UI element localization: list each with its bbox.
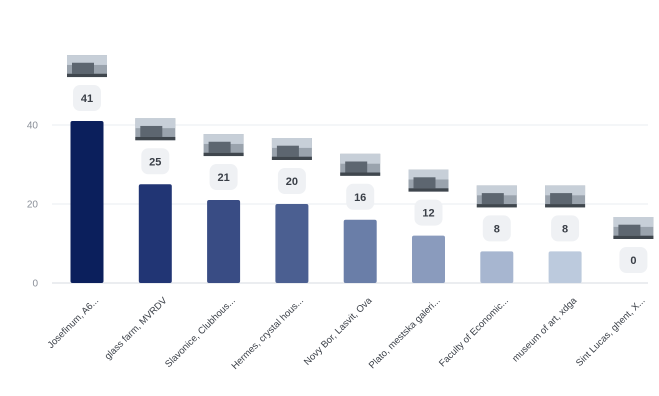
bar[interactable] bbox=[207, 200, 241, 283]
photo-thumbnail bbox=[203, 134, 244, 157]
x-tick-label: Sint Lucas, ghent, X... bbox=[574, 295, 648, 369]
x-axis: Josefinum, A6... glass farm, MVRDVSlavoni… bbox=[46, 295, 648, 372]
data-label: 8 bbox=[562, 223, 568, 235]
y-axis: 0 20 40 bbox=[27, 121, 39, 290]
value-badge: 0 bbox=[619, 247, 648, 273]
data-label: 16 bbox=[354, 192, 366, 204]
bar[interactable] bbox=[138, 184, 172, 283]
x-tick-label: Novy Bor, Lasvit, Ova bbox=[302, 295, 375, 368]
bar[interactable] bbox=[412, 235, 445, 283]
bar[interactable] bbox=[480, 251, 514, 283]
data-label: 21 bbox=[217, 172, 229, 184]
value-badge: 21 bbox=[209, 164, 238, 191]
data-label: 20 bbox=[286, 176, 298, 188]
photo-thumbnail bbox=[271, 138, 312, 160]
value-badge: 20 bbox=[277, 168, 306, 194]
bars bbox=[70, 121, 582, 283]
y-tick-label: 40 bbox=[27, 121, 39, 132]
bar[interactable] bbox=[548, 251, 582, 283]
photo-thumbnail bbox=[613, 217, 654, 239]
data-label: 0 bbox=[630, 255, 636, 267]
x-tick-label: glass farm, MVRDV bbox=[103, 295, 170, 362]
value-badge: 12 bbox=[414, 199, 443, 226]
value-badge: 8 bbox=[551, 215, 580, 242]
photo-thumbnail bbox=[67, 55, 107, 78]
x-tick-label: Hermes, crystal hous... bbox=[230, 295, 306, 371]
x-tick-label: Faculty of Economic... bbox=[437, 295, 511, 369]
photo-thumbnail bbox=[476, 185, 517, 208]
bar[interactable] bbox=[275, 204, 309, 283]
data-label: 12 bbox=[422, 208, 434, 220]
x-tick-label: Slavonice, Clubhous... bbox=[163, 295, 238, 370]
value-badge: 41 bbox=[73, 85, 101, 112]
bar[interactable] bbox=[70, 121, 104, 283]
data-label: 41 bbox=[81, 93, 93, 105]
value-badge: 25 bbox=[141, 148, 170, 175]
thumbnails bbox=[67, 55, 654, 239]
photo-thumbnail bbox=[135, 118, 176, 141]
x-tick-label: museum of art, xdga bbox=[510, 295, 580, 365]
value-badge: 16 bbox=[346, 183, 375, 210]
value-badge: 8 bbox=[482, 215, 511, 242]
data-label: 25 bbox=[149, 156, 161, 168]
bar[interactable] bbox=[343, 219, 377, 283]
y-tick-label: 20 bbox=[27, 200, 39, 211]
x-tick-label: Plato, mestska galeri... bbox=[367, 295, 443, 371]
x-tick-label: Josefinum, A6... bbox=[46, 295, 102, 351]
photo-thumbnail bbox=[545, 185, 586, 208]
photo-thumbnail bbox=[340, 153, 381, 176]
photo-thumbnail bbox=[408, 169, 449, 192]
y-tick-label: 0 bbox=[32, 279, 38, 290]
value-labels: 41 25 21 20 16 12 8 8 0 bbox=[73, 85, 648, 273]
data-label: 8 bbox=[494, 223, 500, 235]
